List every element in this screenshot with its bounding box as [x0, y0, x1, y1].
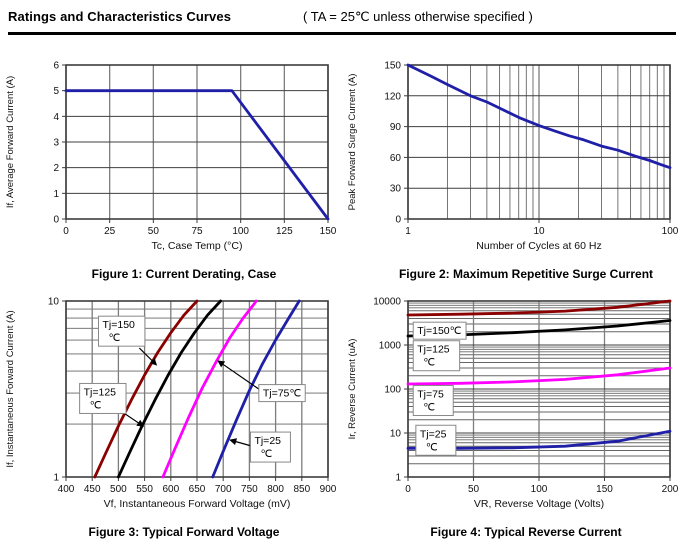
svg-text:25: 25 — [104, 226, 116, 237]
svg-text:400: 400 — [58, 484, 75, 495]
svg-text:10: 10 — [390, 429, 402, 440]
svg-text:0: 0 — [395, 215, 401, 226]
svg-text:℃: ℃ — [108, 332, 120, 344]
svg-text:100: 100 — [384, 385, 401, 396]
svg-text:30: 30 — [390, 184, 402, 195]
figure-1: 0 25 50 75 100 125 150 0 1 2 3 4 5 6 Tc, Case Temp (°C… — [0, 57, 342, 282]
figure-3-chart: 400 450 500 550 600 650 700 750 800 850 900 1 10 Vf, … — [5, 297, 337, 511]
figure-4-caption: Figure 4: Typical Reverse Current — [430, 525, 622, 539]
svg-text:50: 50 — [468, 484, 480, 495]
svg-text:200: 200 — [662, 484, 679, 495]
svg-text:1000: 1000 — [379, 341, 402, 352]
svg-text:10: 10 — [533, 226, 545, 237]
figure-3-caption: Figure 3: Typical Forward Voltage — [88, 525, 280, 539]
svg-text:10000: 10000 — [373, 297, 401, 308]
svg-text:℃: ℃ — [426, 441, 438, 453]
svg-text:℃: ℃ — [423, 402, 435, 414]
figures-grid: 0 25 50 75 100 125 150 0 1 2 3 4 5 6 Tc, Case Temp (°C… — [0, 35, 684, 549]
figure-1-chart: 0 25 50 75 100 125 150 0 1 2 3 4 5 6 Tc, Case Temp (°C… — [5, 61, 337, 253]
svg-text:Tj=75: Tj=75 — [417, 389, 444, 401]
svg-text:150: 150 — [596, 484, 613, 495]
svg-text:0: 0 — [405, 484, 411, 495]
svg-text:℃: ℃ — [423, 357, 435, 369]
svg-text:10: 10 — [48, 297, 60, 308]
svg-text:Vf, Instantaneous Forward Volt: Vf, Instantaneous Forward Voltage (mV) — [104, 498, 291, 510]
svg-text:Tj=125: Tj=125 — [417, 344, 450, 356]
svg-text:100: 100 — [232, 226, 249, 237]
figure-3: 400 450 500 550 600 650 700 750 800 850 900 1 10 Vf, … — [0, 291, 342, 540]
svg-text:VR, Reverse Voltage (Volts): VR, Reverse Voltage (Volts) — [474, 498, 604, 510]
svg-text:50: 50 — [148, 226, 160, 237]
page-header: Ratings and Characteristics Curves ( TA … — [8, 6, 676, 35]
svg-text:℃: ℃ — [90, 399, 102, 411]
svg-text:150: 150 — [384, 61, 401, 72]
svg-text:Ir, Reverse Current (uA): Ir, Reverse Current (uA) — [347, 339, 358, 440]
svg-text:5: 5 — [53, 86, 59, 97]
svg-text:500: 500 — [110, 484, 127, 495]
svg-text:60: 60 — [390, 153, 402, 164]
figure-2: 1 10 100 0 30 60 90 120 150 Number of Cycles at 6… — [342, 57, 684, 282]
svg-text:1: 1 — [405, 226, 411, 237]
svg-text:6: 6 — [53, 61, 59, 72]
svg-text:Tj=125: Tj=125 — [84, 386, 117, 398]
svg-text:3: 3 — [53, 138, 59, 149]
svg-text:Tj=150: Tj=150 — [102, 319, 135, 331]
svg-text:Tc, Case Temp (°C): Tc, Case Temp (°C) — [152, 240, 243, 252]
svg-text:℃: ℃ — [260, 448, 272, 460]
svg-text:If, Average Forward Current (A: If, Average Forward Current (A) — [5, 76, 16, 208]
svg-text:75: 75 — [191, 226, 203, 237]
svg-text:90: 90 — [390, 122, 402, 133]
svg-text:Tj=150℃: Tj=150℃ — [417, 325, 461, 337]
svg-text:850: 850 — [293, 484, 310, 495]
svg-text:1: 1 — [395, 473, 401, 484]
page-title: Ratings and Characteristics Curves — [8, 9, 232, 24]
svg-text:900: 900 — [320, 484, 337, 495]
svg-text:Tj=25: Tj=25 — [420, 428, 447, 440]
test-condition: ( TA = 25℃ unless otherwise specified ) — [303, 9, 533, 24]
svg-text:700: 700 — [215, 484, 232, 495]
svg-text:1: 1 — [53, 189, 59, 200]
svg-text:If, Instantaneous Forward Curr: If, Instantaneous Forward Current (A) — [5, 310, 16, 467]
figure-4-chart: 0 50 100 150 200 1 10 100 1000 10000 VR, Reverse V… — [347, 297, 679, 511]
svg-text:Peak Forward Surge Current (A): Peak Forward Surge Current (A) — [347, 74, 358, 211]
figure-2-chart: 1 10 100 0 30 60 90 120 150 Number of Cycles at 6… — [347, 61, 679, 253]
svg-text:Tj=25: Tj=25 — [254, 435, 281, 447]
svg-text:650: 650 — [189, 484, 206, 495]
figure-4: 0 50 100 150 200 1 10 100 1000 10000 VR, Reverse V… — [342, 291, 684, 540]
svg-text:0: 0 — [63, 226, 69, 237]
svg-text:550: 550 — [136, 484, 153, 495]
svg-text:Number of Cycles at 60 Hz: Number of Cycles at 60 Hz — [476, 240, 601, 252]
svg-text:800: 800 — [267, 484, 284, 495]
svg-text:120: 120 — [384, 91, 401, 102]
svg-text:600: 600 — [162, 484, 179, 495]
svg-text:150: 150 — [320, 226, 337, 237]
svg-text:4: 4 — [53, 112, 59, 123]
svg-text:125: 125 — [276, 226, 293, 237]
svg-text:1: 1 — [53, 473, 59, 484]
svg-text:2: 2 — [53, 163, 59, 174]
svg-text:0: 0 — [53, 215, 59, 226]
svg-text:100: 100 — [662, 226, 679, 237]
svg-text:100: 100 — [531, 484, 548, 495]
svg-text:Tj=75℃: Tj=75℃ — [263, 388, 302, 400]
svg-text:450: 450 — [84, 484, 101, 495]
svg-text:750: 750 — [241, 484, 258, 495]
figure-2-caption: Figure 2: Maximum Repetitive Surge Curre… — [398, 267, 654, 281]
figure-1-caption: Figure 1: Current Derating, Case — [91, 267, 277, 281]
